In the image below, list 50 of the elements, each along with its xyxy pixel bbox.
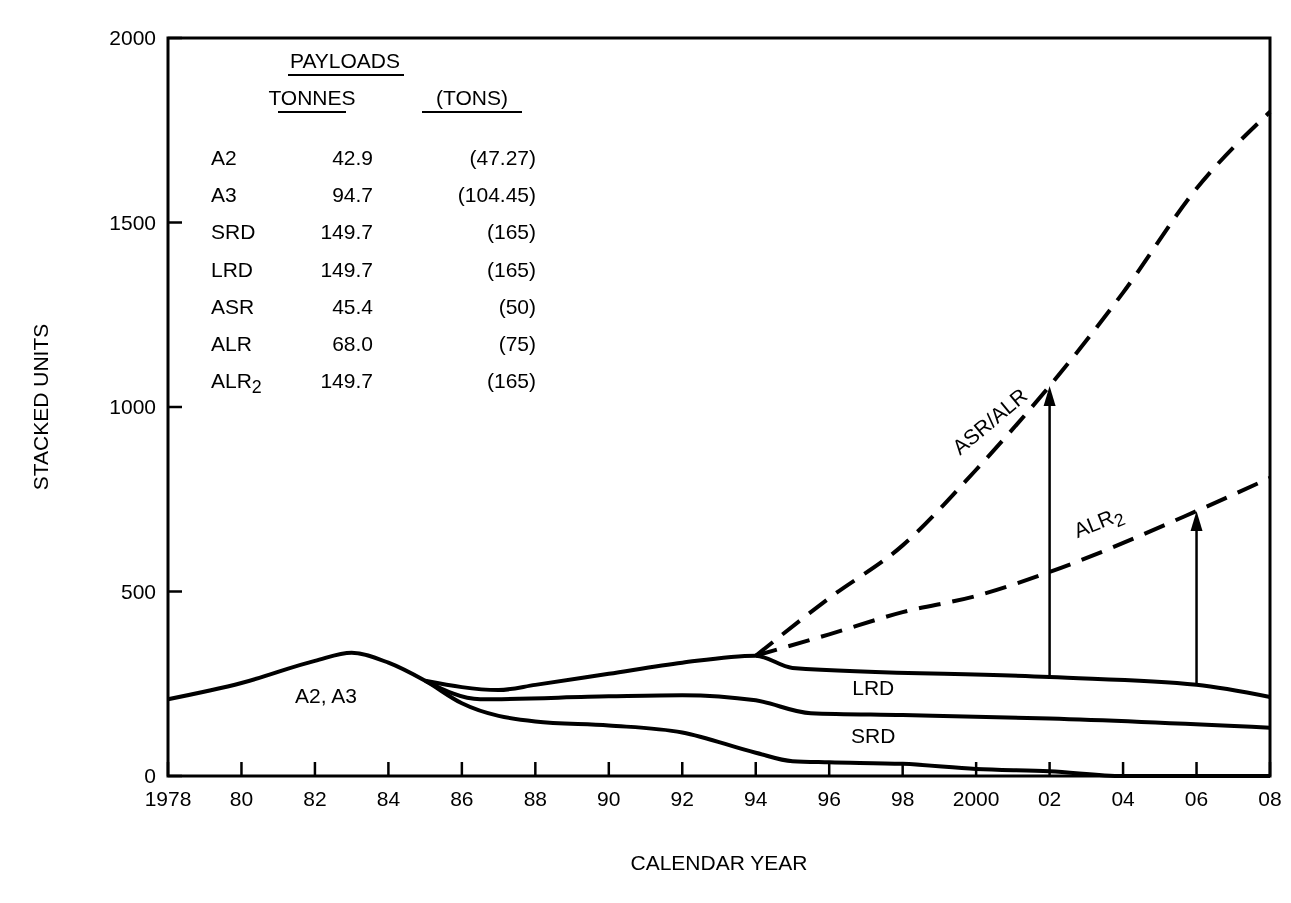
y-tick-label: 2000 — [109, 26, 156, 49]
annotation: (75) — [498, 332, 536, 355]
annotation: ALR — [211, 332, 252, 355]
annotation: LRD — [211, 257, 254, 281]
x-tick-label: 1978 — [144, 787, 192, 810]
series-label: LRD — [852, 675, 895, 699]
x-tick-label: 06 — [1184, 787, 1209, 810]
x-tick-label: 84 — [376, 787, 401, 810]
y-tick-label: 0 — [144, 764, 156, 787]
x-tick-label: 98 — [890, 787, 915, 810]
x-tick-label: 86 — [450, 787, 474, 810]
annotation: (TONS) — [436, 86, 508, 109]
x-tick-label: 92 — [670, 787, 694, 810]
annotation: 149.7 — [320, 220, 373, 244]
annotation: A2 — [211, 146, 237, 169]
x-tick-label: 96 — [817, 787, 841, 810]
x-tick-label: 88 — [523, 787, 548, 810]
annotation: (104.45) — [457, 183, 536, 207]
annotation: (165) — [486, 220, 536, 244]
annotation: 149.7 — [320, 257, 373, 281]
annotation: (50) — [498, 294, 536, 318]
x-tick-label: 94 — [744, 787, 768, 810]
annotation: 68.0 — [332, 332, 373, 355]
x-axis-title: CALENDAR YEAR — [630, 851, 808, 874]
x-tick-label: 90 — [597, 787, 621, 810]
annotation: (47.27) — [469, 146, 536, 169]
y-axis-title: STACKED UNITS — [29, 323, 52, 491]
y-tick-label: 500 — [120, 579, 156, 603]
annotation: TONNES — [268, 86, 356, 109]
series-label: SRD — [851, 723, 896, 747]
annotation: SRD — [211, 220, 256, 244]
x-tick-label: 82 — [303, 787, 327, 810]
x-tick-label: 08 — [1258, 787, 1282, 810]
annotation: (165) — [486, 369, 536, 393]
annotation: ALR$_{2}$ — [211, 369, 262, 398]
y-tick-label: 1000 — [109, 395, 156, 418]
annotation: 45.4 — [332, 294, 374, 318]
annotation: A3 — [211, 183, 237, 207]
x-tick-label: 80 — [229, 787, 254, 810]
x-tick-label: 2000 — [952, 787, 1000, 810]
x-tick-label: 02 — [1037, 787, 1062, 810]
x-tick-label: 04 — [1111, 787, 1136, 810]
annotation: ASR — [211, 294, 255, 318]
annotation: 149.7 — [320, 369, 373, 393]
annotation: PAYLOADS — [289, 49, 401, 72]
y-tick-label: 1500 — [109, 210, 156, 234]
annotation: (165) — [486, 257, 536, 281]
series-label: A2, A3 — [295, 684, 357, 708]
annotation: 94.7 — [332, 183, 373, 207]
annotation: 42.9 — [332, 146, 373, 169]
